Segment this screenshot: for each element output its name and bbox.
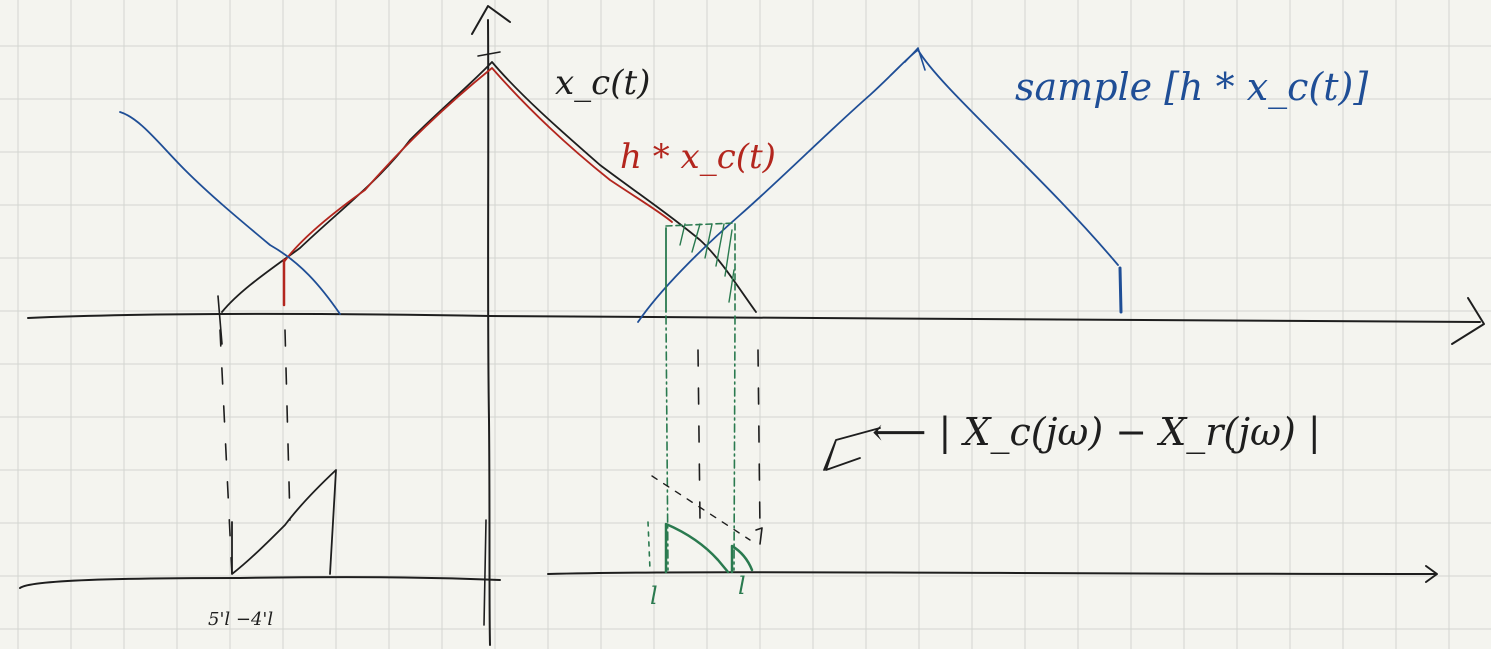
error-label: ⟵ | X_c(jω) − X_r(jω) |	[872, 410, 1321, 455]
blue-peak-mark	[904, 47, 926, 71]
error-arrow-icon	[823, 427, 881, 471]
left-tick-label: 5'l −4'l	[208, 609, 273, 630]
sample-label: sample [h * x_c(t)]	[1015, 65, 1368, 110]
freq-axis-arrow-icon	[1425, 565, 1438, 583]
projection-lines	[217, 295, 763, 576]
blue-sample-stem	[1118, 266, 1123, 314]
bottom-frequency-axis	[19, 565, 1438, 589]
h-conv-label: h * x_c(t)	[620, 137, 776, 177]
vertical-axis	[471, 5, 511, 646]
freq-mark-l1: l	[650, 582, 658, 610]
spectrum-ramp	[231, 469, 337, 575]
y-axis-arrow-icon	[471, 5, 511, 35]
h-conv-xc-curve	[283, 67, 673, 263]
top-time-axis	[27, 297, 1485, 345]
freq-mark-l2: l	[738, 572, 746, 600]
green-error-triangles	[664, 522, 754, 574]
xc-t-label: x_c(t)	[555, 63, 650, 103]
xc-triangle-curve	[221, 61, 757, 313]
blue-left-replica	[119, 111, 341, 315]
blue-right-replica	[637, 49, 1119, 323]
x-axis-arrow-icon	[1451, 297, 1485, 345]
aliasing-region	[647, 222, 736, 571]
